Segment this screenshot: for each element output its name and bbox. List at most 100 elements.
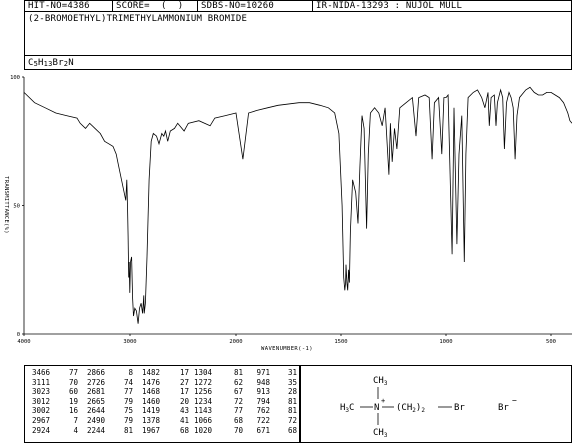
- peak-cell: 1476: [141, 377, 160, 387]
- peak-cell: 671: [256, 425, 270, 435]
- peak-cell: 1482: [141, 368, 160, 377]
- peak-cell: 2490: [86, 415, 105, 425]
- methyl-bottom: CH3: [373, 428, 388, 439]
- peak-wavenumber-column: 2866 2726 2681 2665 2644 2490 2244: [85, 368, 105, 435]
- formula-text: C5H13Br2N: [28, 58, 74, 68]
- peak-cell: 1020: [193, 425, 212, 435]
- peak-cell: 75: [123, 406, 133, 416]
- peak-cell: 1272: [193, 377, 212, 387]
- peak-cell: 2866: [86, 368, 105, 377]
- molecular-structure: CH3 H3C N + (CH2)2 Br CH3 Br −: [340, 376, 517, 439]
- peak-cell: 19: [68, 396, 78, 406]
- peak-cell: 70: [233, 425, 243, 435]
- peak-cell: 1468: [141, 387, 160, 397]
- y-tick-label: 50: [13, 204, 20, 210]
- peak-cell: 762: [256, 406, 270, 416]
- peak-cell: 2244: [86, 425, 105, 435]
- ir-id: IR-NIDA-13293 : NUJOL MULL: [316, 1, 463, 11]
- score: SCORE= ( ): [116, 1, 184, 11]
- peak-wavenumber-column: 1482 1476 1468 1460 1419 1378 1967: [140, 368, 160, 435]
- x-tick-label: 500: [546, 339, 556, 345]
- bromine-substituent: Br: [454, 403, 465, 413]
- positive-charge: +: [381, 397, 385, 405]
- peak-cell: 971: [256, 368, 270, 377]
- peak-cell: 913: [256, 387, 270, 397]
- nitrogen: N: [374, 403, 379, 413]
- peak-transmittance-column: 17 27 17 20 43 41 68: [169, 368, 189, 435]
- peak-cell: 60: [68, 387, 78, 397]
- peak-transmittance-column: 31 35 28 81 81 72 68: [277, 368, 297, 435]
- peak-table: 3466 3111 3023 3012 3002 2967 2924 77 70 60 19 16 7 4…: [24, 368, 300, 442]
- peak-cell: 35: [287, 377, 297, 387]
- header-col-divider-2: [197, 0, 198, 11]
- peak-cell: 1256: [193, 387, 212, 397]
- peak-cell: 68: [233, 415, 243, 425]
- peak-cell: 1066: [193, 415, 212, 425]
- peak-cell: 79: [123, 396, 133, 406]
- molecular-formula: C5H13Br2N: [28, 58, 74, 69]
- peak-cell: 2665: [86, 396, 105, 406]
- y-tick-label: 100: [10, 75, 20, 81]
- peak-cell: 722: [256, 415, 270, 425]
- peak-cell: 62: [233, 377, 243, 387]
- x-axis-label: WAVENUMBER(-1): [261, 346, 313, 352]
- peak-cell: 8: [128, 368, 133, 377]
- peak-cell: 1234: [193, 396, 212, 406]
- peak-cell: 43: [179, 406, 189, 416]
- peak-cell: 1143: [193, 406, 212, 416]
- hit-number: HIT-NO=4386: [28, 1, 90, 11]
- spectrum-line: [23, 86, 572, 324]
- ir-spectrum-chart: 0 50 100 4000 3000 2000 1500 1000 500 WAVENUMBER…: [3, 75, 572, 352]
- peak-cell: 77: [68, 368, 78, 377]
- x-tick-label: 1000: [439, 339, 452, 345]
- peak-cell: 20: [179, 396, 189, 406]
- peak-cell: 68: [287, 425, 297, 435]
- peak-cell: 2726: [86, 377, 105, 387]
- peak-cell: 81: [233, 368, 243, 377]
- peak-cell: 70: [68, 377, 78, 387]
- peak-cell: 3111: [31, 377, 50, 387]
- peak-cell: 3002: [31, 406, 50, 416]
- peak-cell: 16: [68, 406, 78, 416]
- peak-cell: 77: [233, 406, 243, 416]
- x-tick-label: 1500: [334, 339, 347, 345]
- peak-wavenumber-column: 971 948 913 794 762 722 671: [250, 368, 270, 435]
- peak-cell: 1419: [141, 406, 160, 416]
- peak-cell: 81: [287, 406, 297, 416]
- peak-cell: 1460: [141, 396, 160, 406]
- peak-cell: 1378: [141, 415, 160, 425]
- x-tick-label: 3000: [123, 339, 136, 345]
- peak-cell: 2967: [31, 415, 50, 425]
- y-axis-label: TRANSMITTANCE(%): [3, 176, 9, 234]
- header-row1-divider: [24, 11, 572, 12]
- methyl-top: CH3: [373, 376, 388, 387]
- peak-cell: 794: [256, 396, 270, 406]
- compound-name: (2-BROMOETHYL)TRIMETHYLAMMONIUM BROMIDE: [28, 14, 248, 24]
- header-col-divider-1: [112, 0, 113, 11]
- peak-wavenumber-column: 3466 3111 3023 3012 3002 2967 2924: [30, 368, 50, 435]
- peak-cell: 948: [256, 377, 270, 387]
- x-tick-label: 4000: [17, 339, 30, 345]
- header-row2-divider: [24, 55, 572, 56]
- peak-cell: 17: [179, 387, 189, 397]
- peak-transmittance-column: 8 74 77 79 75 79 81: [113, 368, 133, 435]
- ethylene-chain: (CH2)2: [396, 403, 425, 414]
- peak-cell: 72: [287, 415, 297, 425]
- peak-cell: 2681: [86, 387, 105, 397]
- peak-cell: 79: [123, 415, 133, 425]
- x-tick-label: 2000: [229, 339, 242, 345]
- peak-cell: 3023: [31, 387, 50, 397]
- peak-cell: 68: [179, 425, 189, 435]
- peak-cell: 2644: [86, 406, 105, 416]
- y-tick-label: 0: [17, 332, 20, 338]
- negative-charge: −: [512, 396, 517, 405]
- peak-cell: 74: [123, 377, 133, 387]
- peak-cell: 3012: [31, 396, 50, 406]
- peak-cell: 41: [179, 415, 189, 425]
- peak-cell: 1967: [141, 425, 160, 435]
- peak-cell: 3466: [31, 368, 50, 377]
- peak-cell: 1304: [193, 368, 212, 377]
- peak-cell: 4: [73, 425, 78, 435]
- sdbs-number: SDBS-NO=10260: [201, 1, 275, 11]
- header-col-divider-3: [312, 0, 313, 11]
